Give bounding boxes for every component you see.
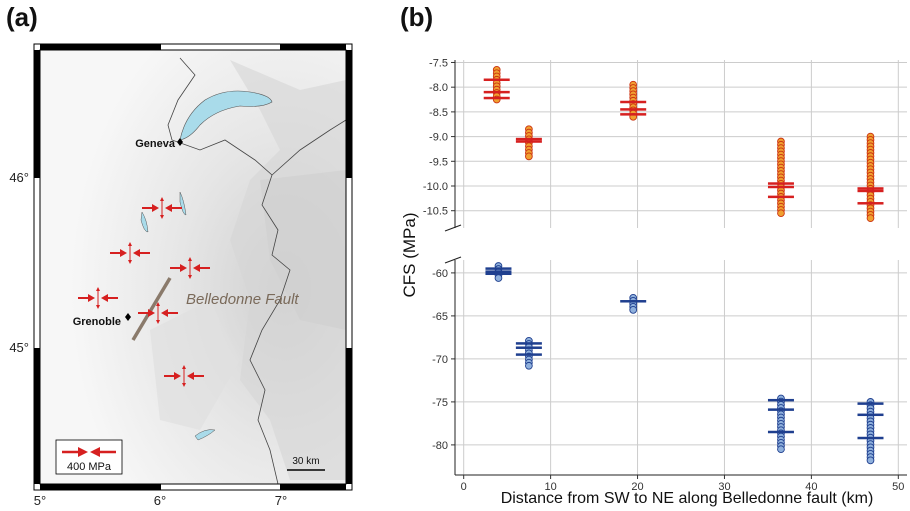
y-tick-label-0-0: -7.5 [429,57,448,69]
stat-bar-0-0-1 [483,90,510,94]
stat-bar-0-1-1 [515,140,542,143]
stat-bar-0-3-0 [767,182,794,185]
axes [444,60,907,479]
y-tick-label-0-4: -9.5 [429,156,448,168]
point-1-4-18 [866,456,875,465]
grid-top [455,60,907,228]
lat-tick-46: 46° [9,170,29,185]
x-tick-label-5: 50 [892,481,904,493]
stat-bar-1-1-0 [515,342,542,345]
relief-texture [150,60,346,480]
stat-bar-1-0-1 [485,270,512,273]
stat-bar-0-4-0 [857,187,884,190]
y-tick-label-1-0: -60 [432,268,448,280]
x-tick-label-3: 30 [718,481,730,493]
stat-bar-0-0-0 [483,78,510,82]
stat-bar-1-0-0 [485,267,512,270]
stress-arrow-4 [78,287,118,309]
point-1-0-4 [494,274,503,282]
stat-bar-1-1-1 [515,346,542,349]
stat-bar-1-3-2 [767,430,794,434]
x-tick-label-4: 40 [805,481,817,493]
stress-arrows [78,197,210,387]
y-axis-label: CFS (MPa) [400,213,419,298]
lon-tick-7: 7° [275,493,287,508]
grenoble-marker [125,313,131,321]
y-tick-label-1-4: -80 [432,440,448,452]
grid-bottom [455,260,907,475]
legend-arrow-icon [62,447,116,457]
map-legend-box [55,439,123,475]
stress-arrow-3 [170,257,210,279]
stat-bar-0-4-1 [857,189,884,193]
marks-bottom-series [485,262,884,465]
tick-labels: -7.5 -8.0 -8.5 -9.0 -9.5 -10.0 -10.5 -60 -65 -70 -… [423,57,905,493]
stat-bar-0-0-2 [483,96,510,100]
stat-bar-0-1-0 [515,137,542,141]
stat-bar-1-3-1 [767,408,794,411]
scale-label: 30 km [292,456,319,467]
lat-tick-45: 45° [9,340,29,355]
point-1-3-16 [777,445,785,454]
stat-bar-1-4-0 [857,402,884,405]
swiss-border [271,119,346,176]
y-tick-label-0-1: -8.0 [429,82,448,94]
map-panel: 5° 6° 7° 46° 45° Geneva Grenoble Belledo… [9,43,353,508]
country-border [167,57,291,484]
stat-bar-1-4-2 [857,436,884,440]
stat-bar-0-2-2 [620,113,647,116]
stat-bar-0-4-2 [857,202,884,205]
map-frame [33,43,353,491]
point-0-3-22 [777,209,785,218]
cfs-chart: -7.5 -8.0 -8.5 -9.0 -9.5 -10.0 -10.5 -60 -65 -70 -… [400,57,907,507]
stat-bar-0-3-1 [767,185,794,189]
stress-arrow-6 [164,365,204,387]
point-0-1-8 [525,152,533,161]
lake-bourget [140,211,149,233]
y-tick-label-1-3: -75 [432,397,448,409]
y-tick-label-1-1: -65 [432,311,448,323]
x-tick-label-2: 20 [631,481,643,493]
belledonne-fault-line [131,277,172,341]
lake-serre-poncon [194,429,216,441]
lake-annecy [179,191,187,216]
stat-bar-0-2-1 [620,108,647,111]
x-axis-label: Distance from SW to NE along Belledonne … [501,490,874,507]
point-0-4-25 [866,214,875,222]
panel-label-b: (b) [400,2,434,32]
stat-bar-1-2-0 [620,300,647,303]
stat-bar-1-0-2 [485,272,512,276]
y-tick-label-0-6: -10.5 [423,206,448,218]
x-tick-label-0: 0 [461,481,467,493]
y-tick-label-0-2: -8.5 [429,107,448,119]
point-1-1-8 [525,361,533,370]
lon-tick-5: 5° [34,493,46,508]
grenoble-label: Grenoble [73,316,121,328]
y-tick-label-1-2: -70 [432,354,448,366]
fault-label: Belledonne Fault [186,291,299,308]
stat-bar-1-4-1 [857,413,884,417]
stress-arrow-1 [142,197,182,219]
stat-bar-0-2-0 [620,100,647,104]
point-1-2-4 [629,306,638,314]
y-tick-label-0-3: -9.0 [429,132,448,144]
stress-arrow-5 [138,302,178,324]
x-tick-label-1: 10 [544,481,556,493]
stat-bar-0-3-2 [767,195,794,199]
lon-tick-6: 6° [154,493,166,508]
legend-label: 400 MPa [67,461,112,473]
stress-arrow-2 [110,242,150,264]
y-tick-label-0-5: -10.0 [423,181,448,193]
geneva-marker [177,138,183,146]
panel-label-a: (a) [6,2,38,32]
geneva-label: Geneva [135,138,176,150]
stat-bar-1-1-2 [515,353,542,356]
marks-top-series [483,66,884,222]
lake-geneva [179,90,273,141]
stat-bar-1-3-0 [767,398,794,402]
